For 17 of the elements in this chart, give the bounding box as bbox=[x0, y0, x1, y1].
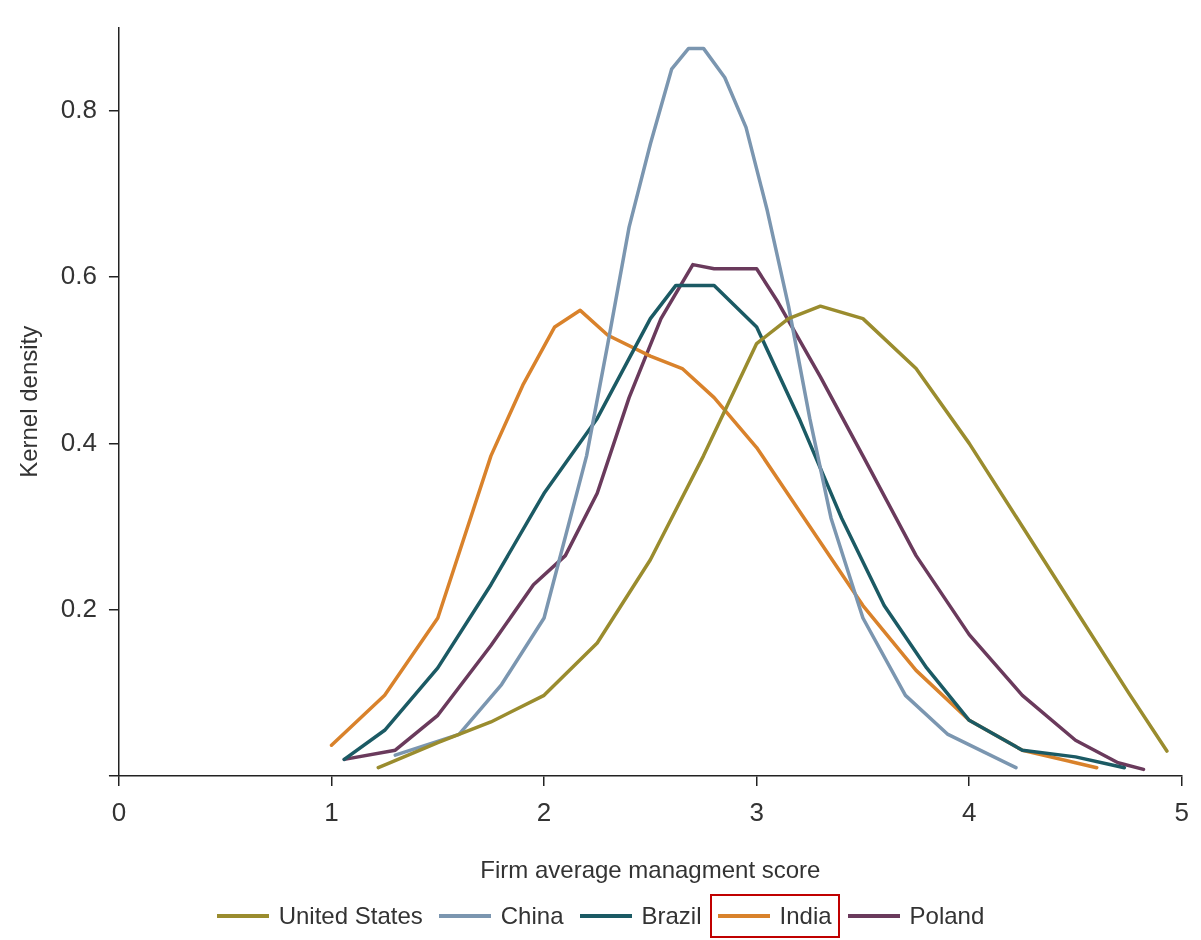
legend-label: Brazil bbox=[641, 902, 702, 930]
x-tick-label: 0 bbox=[111, 796, 127, 827]
legend-label: India bbox=[779, 902, 832, 930]
y-axis-title: Kernel density bbox=[15, 325, 43, 478]
legend-label: China bbox=[500, 902, 564, 930]
x-axis-title: Firm average managment score bbox=[480, 856, 821, 884]
x-tick-label: 2 bbox=[536, 796, 552, 827]
x-tick-label: 3 bbox=[749, 796, 764, 827]
x-tick-label: 1 bbox=[324, 796, 339, 827]
x-tick-label: 4 bbox=[961, 796, 977, 827]
y-tick-label: 0.2 bbox=[60, 592, 97, 623]
legend-label: Poland bbox=[909, 902, 985, 930]
x-tick-label: 5 bbox=[1174, 796, 1189, 827]
y-tick-label: 0.4 bbox=[60, 426, 97, 457]
y-tick-label: 0.8 bbox=[60, 93, 97, 124]
y-tick-label: 0.6 bbox=[60, 260, 97, 291]
legend-label: United States bbox=[278, 902, 423, 930]
